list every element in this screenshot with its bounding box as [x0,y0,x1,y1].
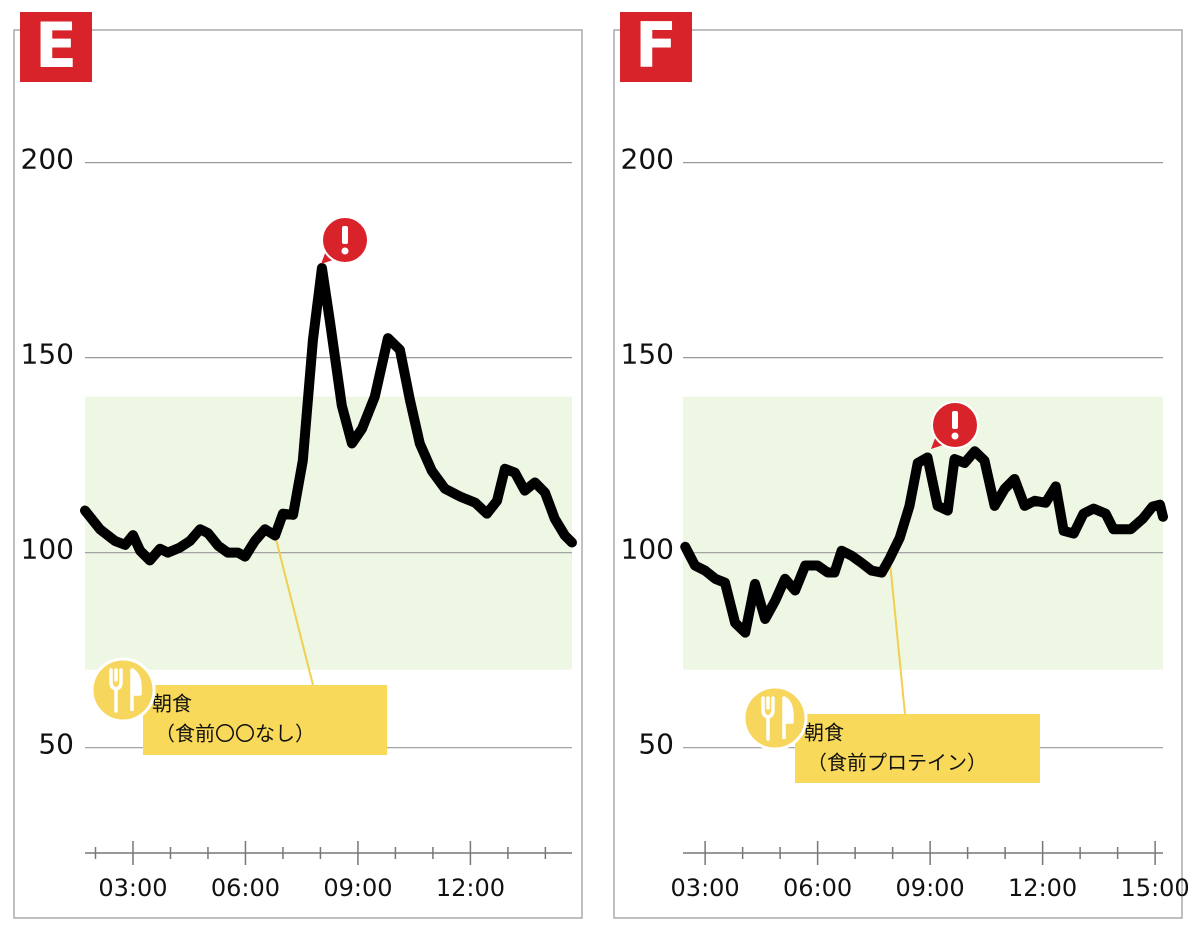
x-tick-label: 09:00 [323,874,392,902]
panel-label: E [35,9,77,82]
meal-leader [888,558,906,715]
fork-icon [109,668,123,713]
y-tick-label: 100 [21,533,74,566]
meal-box [143,685,387,755]
meal-note: 朝食 [804,721,844,745]
y-tick-label: 50 [38,728,74,761]
meal-note: （食前〇〇なし） [155,722,315,746]
x-tick-label: 09:00 [896,874,965,902]
y-tick-label: 150 [621,338,674,371]
alert-bar [342,226,348,244]
knife-icon [130,668,142,711]
x-tick-label: 06:00 [211,874,280,902]
panel-badge [620,12,692,82]
target-range [683,396,1163,670]
meal-note: 朝食 [152,692,192,716]
alert-dot [951,432,959,440]
x-tick-label: 12:00 [1008,874,1077,902]
fork-icon [761,696,775,741]
glucose-line [80,262,577,566]
panel-badge [20,12,92,82]
glucose-line [680,446,1168,638]
foreground-layer: 朝食 （食前〇〇なし） 朝食 （食前プロテイン） [80,216,1168,783]
x-tick-label: 06:00 [783,874,852,902]
meal-leader [274,535,314,686]
meal-icon [742,685,808,751]
y-tick-label: 100 [621,533,674,566]
knife-icon [782,696,794,739]
x-tick-label: 12:00 [436,874,505,902]
target-range [85,396,572,670]
meal-note: （食前プロテイン） [807,751,987,775]
y-tick-label: 50 [638,728,674,761]
panel-label: F [635,9,677,82]
alert-dot [341,247,349,255]
alert-bar [952,411,958,429]
meal-box [795,714,1040,783]
meal-icon [90,657,156,723]
x-tick-label: 03:00 [671,874,740,902]
x-tick-label: 03:00 [98,874,167,902]
y-tick-label: 150 [21,338,74,371]
y-tick-label: 200 [21,143,74,176]
y-tick-label: 200 [621,143,674,176]
x-tick-label: 15:00 [1121,874,1190,902]
